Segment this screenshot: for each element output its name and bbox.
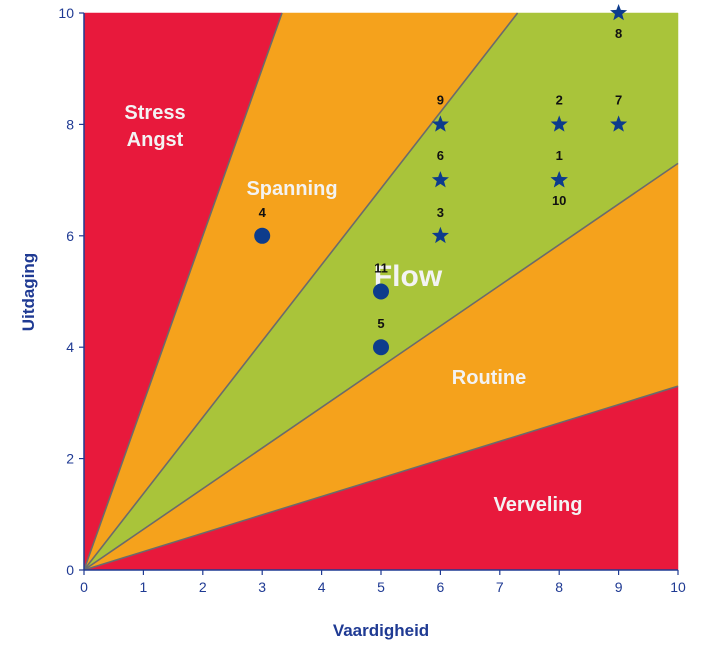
circle-marker: [373, 283, 389, 300]
star-marker: [550, 115, 568, 132]
circle-marker: [373, 339, 389, 356]
point-label: 5: [377, 316, 384, 331]
zone-boundary-2: [83, 12, 519, 571]
x-axis-title: Vaardigheid: [333, 621, 429, 640]
point-label: 7: [615, 92, 622, 107]
zone-boundary-1: [83, 12, 283, 571]
star-marker: [431, 171, 449, 188]
x-tick-label: 2: [199, 579, 207, 595]
point-label: 9: [437, 92, 444, 107]
zone-label-stress: Stress: [124, 102, 185, 124]
zone-label-verveling: Verveling: [494, 494, 583, 516]
star-marker: [431, 115, 449, 132]
y-tick-label: 2: [66, 451, 74, 467]
x-tick-label: 0: [80, 579, 88, 595]
point-label: 8: [615, 26, 622, 41]
y-tick-labels: 0 2 4 6 8 10: [58, 5, 84, 578]
point-label: 11: [374, 261, 388, 276]
point-label: 2: [556, 92, 563, 107]
y-tick-label: 6: [66, 228, 74, 244]
x-tick-label: 8: [555, 579, 563, 595]
y-axis-title: Uitdaging: [19, 253, 38, 331]
zone-label-routine: Routine: [452, 367, 526, 389]
x-tick-label: 4: [318, 579, 326, 595]
x-tick-label: 1: [140, 579, 148, 595]
point-label: 3: [437, 205, 444, 220]
point-label: 10: [552, 193, 566, 208]
zone-boundary-3: [83, 162, 679, 571]
star-marker: [610, 4, 628, 21]
star-marker: [610, 115, 628, 132]
x-tick-label: 5: [377, 579, 385, 595]
y-tick-label: 8: [66, 116, 74, 132]
x-tick-label: 10: [670, 579, 686, 595]
y-tick-label: 0: [66, 562, 74, 578]
point-label: 4: [259, 205, 267, 220]
star-marker: [550, 171, 568, 188]
x-tick-labels: 0 1 2 3 4 5 6 7 8 9 10: [80, 570, 686, 595]
point-label: 6: [437, 148, 444, 163]
x-tick-label: 7: [496, 579, 504, 595]
x-tick-label: 6: [437, 579, 445, 595]
x-tick-label: 9: [615, 579, 623, 595]
zone-label-stress: Angst: [127, 129, 184, 151]
circle-marker: [254, 227, 271, 244]
y-tick-label: 4: [66, 339, 74, 355]
data-points: 1 2 3 4 5 6 7 8 9 10 11: [254, 4, 628, 356]
y-tick-label: 10: [58, 5, 74, 21]
zone-label-spanning: Spanning: [246, 178, 337, 200]
zone-boundary-4: [83, 385, 679, 571]
star-marker: [431, 226, 449, 244]
x-tick-label: 3: [258, 579, 266, 595]
point-label: 1: [556, 148, 563, 163]
zone-boundaries: [83, 12, 679, 571]
